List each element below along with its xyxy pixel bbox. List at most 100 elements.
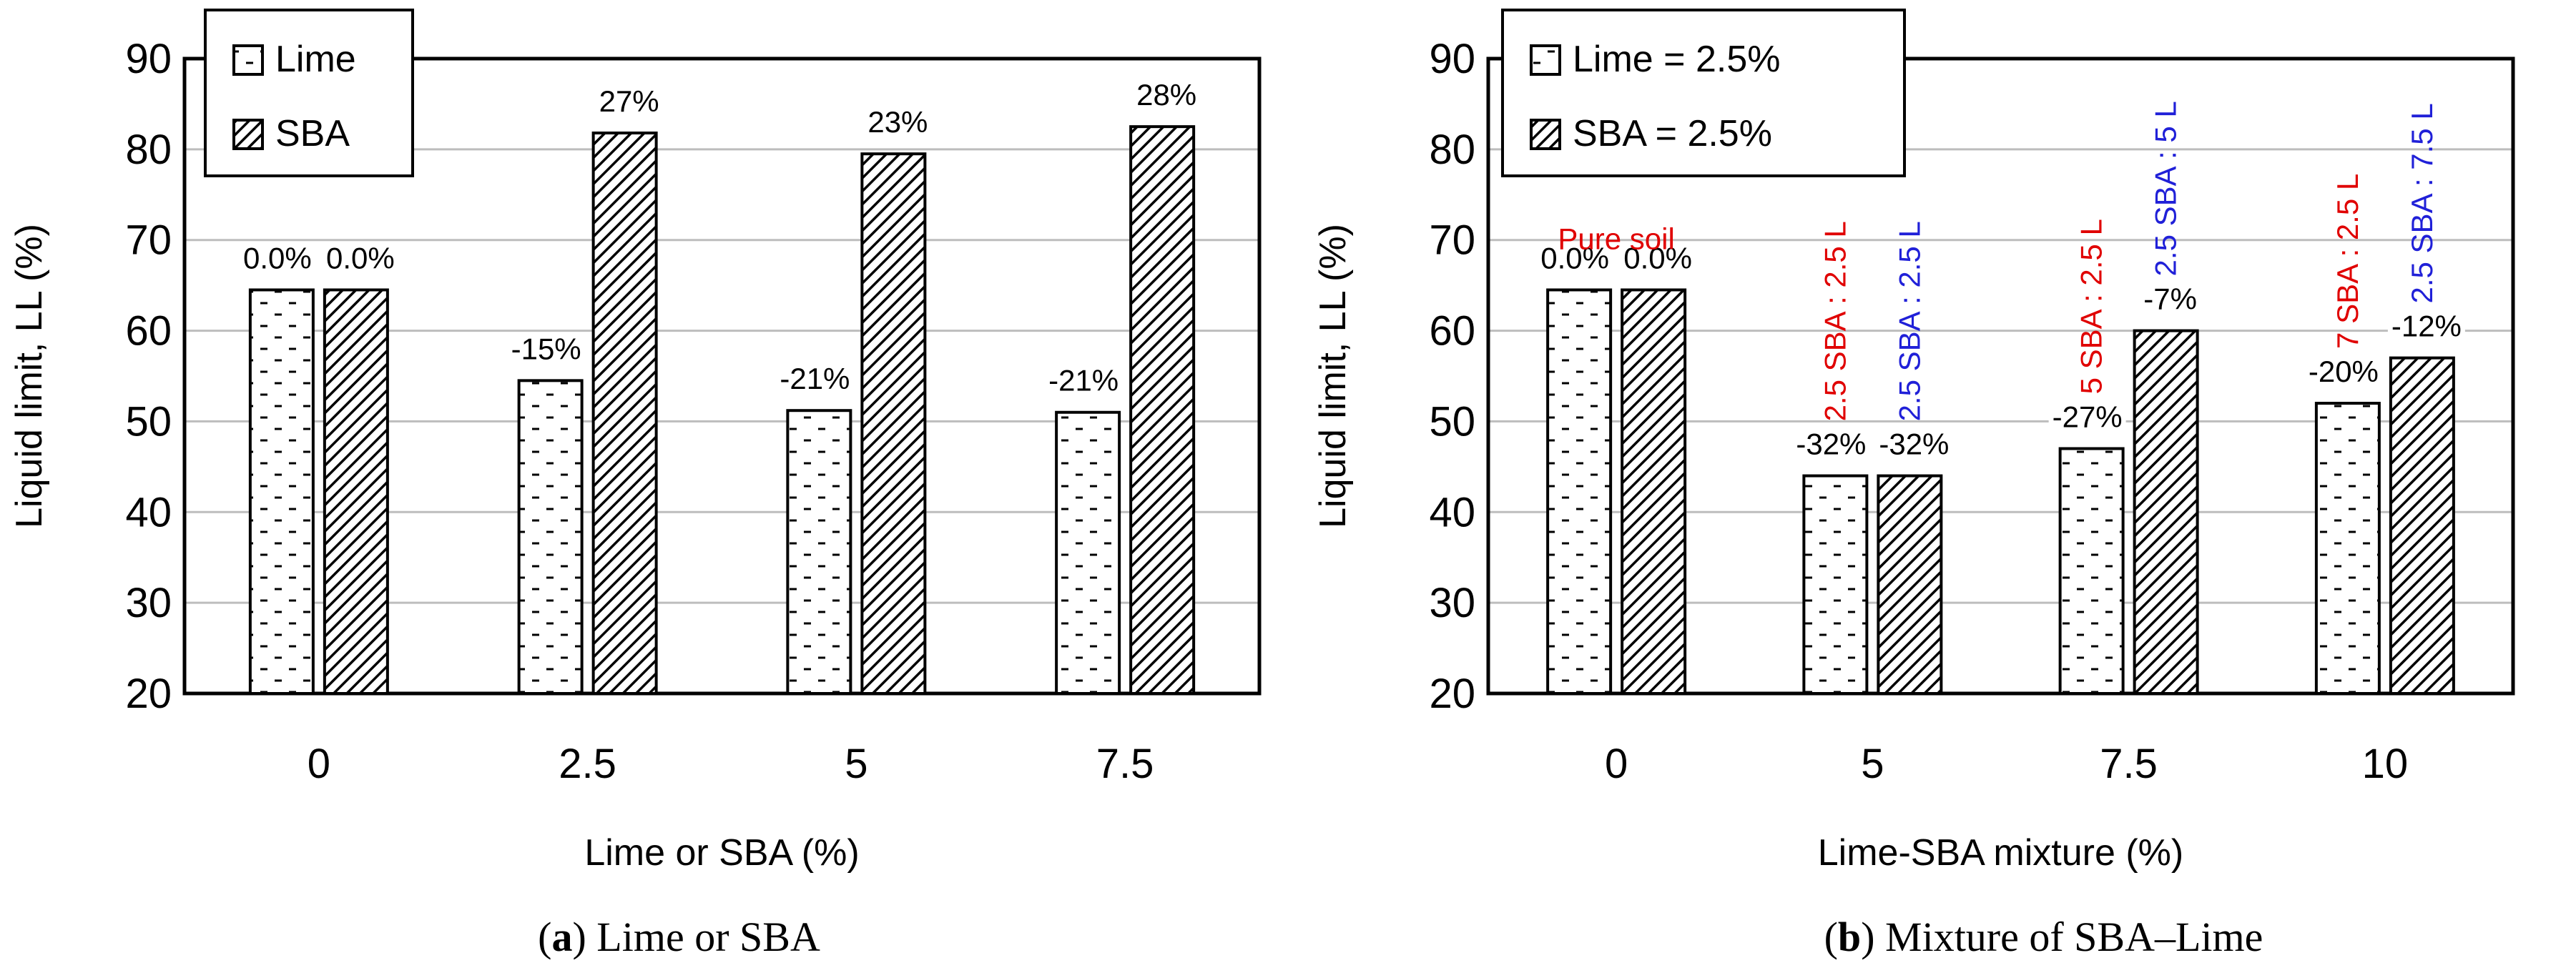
caption: (a) Lime or SBA — [538, 914, 820, 960]
legend: Lime = 2.5% SBA = 2.5% — [1501, 9, 1906, 177]
bar-sba — [860, 152, 927, 695]
data-label: 0.0% — [1623, 241, 1692, 275]
annotation-label: 2.5 SBA : 7.5 L — [2405, 103, 2439, 303]
y-tick-label: 30 — [1429, 580, 1475, 626]
annotation-label: Pure soil — [1558, 222, 1674, 255]
legend: Lime SBA — [204, 9, 414, 177]
caption: (b) Mixture of SBA–Lime — [1824, 914, 2263, 960]
data-label-bg — [507, 333, 585, 365]
y-tick-label: 30 — [125, 580, 172, 626]
legend-label: Lime = 2.5% — [1573, 39, 1781, 80]
bar-lime — [786, 409, 852, 695]
x-tick-label: 2.5 — [559, 741, 616, 787]
x-axis-title: Lime or SBA (%) — [584, 832, 859, 874]
data-label: 0.0% — [243, 241, 312, 275]
data-label-bg — [859, 107, 937, 139]
annotation-label: 2.5 SBA : 5 L — [2149, 101, 2183, 276]
bar-lime — [2058, 447, 2125, 695]
y-axis-title: Liquid limit, LL (%) — [9, 224, 50, 528]
data-label-bg — [238, 242, 316, 275]
y-tick-label: 80 — [1429, 127, 1475, 173]
y-tick-label: 60 — [125, 308, 172, 355]
data-label-bg — [590, 86, 668, 118]
bar-lime — [1802, 474, 1869, 695]
data-label: -20% — [2309, 355, 2379, 388]
bar-sba — [2389, 356, 2455, 695]
bar-sba — [1621, 288, 1687, 695]
x-tick-label: 7.5 — [1096, 741, 1154, 787]
y-tick-label: 80 — [125, 127, 172, 173]
data-label-bg — [776, 363, 854, 395]
bar-lime — [248, 288, 315, 695]
y-tick-label: 70 — [1429, 217, 1475, 264]
y-tick-label: 90 — [1429, 36, 1475, 82]
bar-sba — [1877, 474, 1943, 695]
data-label: 0.0% — [1540, 241, 1609, 275]
data-label: -32% — [1879, 428, 1949, 461]
data-label-bg — [2048, 401, 2126, 433]
data-label-bg — [2131, 283, 2209, 315]
y-tick-label: 40 — [125, 489, 172, 535]
bar-lime — [1546, 288, 1613, 695]
data-label: -27% — [2053, 400, 2123, 433]
x-tick-label: 0 — [1605, 741, 1628, 787]
y-axis-title: Liquid limit, LL (%) — [1312, 224, 1354, 528]
y-tick-label: 20 — [125, 671, 172, 717]
y-tick-label: 40 — [1429, 489, 1475, 535]
data-label: -21% — [780, 362, 850, 395]
plot-area — [1486, 56, 2515, 696]
plot-area — [182, 56, 1262, 696]
data-label-bg — [1045, 365, 1123, 397]
data-label: 28% — [1136, 78, 1196, 112]
x-tick-label: 10 — [2362, 741, 2409, 787]
data-label: -7% — [2143, 282, 2197, 316]
data-label: 0.0% — [326, 241, 395, 275]
y-tick-label: 60 — [1429, 308, 1475, 355]
data-label: 23% — [867, 105, 928, 139]
y-tick-label: 20 — [1429, 671, 1475, 717]
bar-sba — [323, 288, 389, 695]
bar-sba — [2133, 329, 2199, 695]
chart-panel-b: 20 30 40 50 60 70 80 90 0.0% -32% -27% -20% 0.0% -32%… — [1312, 9, 2515, 960]
x-tick-label: 5 — [845, 741, 867, 787]
data-label-bg — [1792, 428, 1870, 460]
data-label: 27% — [599, 84, 659, 118]
data-label-bg — [1875, 428, 1953, 460]
bar-sba — [591, 132, 658, 696]
bar-sba — [1129, 125, 1196, 695]
y-tick-label: 50 — [1429, 398, 1475, 445]
legend-label: Lime — [275, 39, 356, 80]
bar-lime — [517, 379, 584, 695]
data-label: -12% — [2391, 310, 2462, 343]
data-label-bg — [2304, 356, 2382, 388]
data-label: -15% — [511, 332, 581, 365]
legend-swatch-lime — [232, 44, 264, 76]
data-label: -32% — [1796, 428, 1866, 461]
x-tick-label: 0 — [308, 741, 330, 787]
legend-swatch-sba — [232, 119, 264, 150]
data-label-bg — [1536, 242, 1614, 275]
bar-lime — [1055, 410, 1121, 695]
legend-swatch-sba — [1530, 119, 1561, 150]
legend-label: SBA — [275, 113, 350, 154]
data-label: -21% — [1048, 364, 1119, 397]
data-label-bg — [1128, 79, 1206, 112]
data-label-bg — [1619, 242, 1697, 275]
annotation-label: 7 SBA : 2.5 L — [2331, 174, 2364, 349]
bar-lime — [2314, 402, 2381, 695]
x-axis-title: Lime-SBA mixture (%) — [1818, 832, 2183, 874]
annotation-label: 2.5 SBA : 2.5 L — [1818, 221, 1852, 421]
data-label-bg — [321, 242, 399, 275]
x-tick-label: 7.5 — [2100, 741, 2158, 787]
y-tick-label: 70 — [125, 217, 172, 264]
annotation-label: 5 SBA : 2.5 L — [2075, 219, 2108, 394]
legend-label: SBA = 2.5% — [1573, 113, 1772, 154]
legend-swatch-lime — [1530, 44, 1561, 76]
data-label-bg — [2387, 310, 2465, 342]
annotation-label: 2.5 SBA : 2.5 L — [1892, 221, 1926, 421]
legend-box — [1501, 9, 1906, 177]
y-tick-label: 90 — [125, 36, 172, 82]
y-tick-label: 50 — [125, 398, 172, 445]
